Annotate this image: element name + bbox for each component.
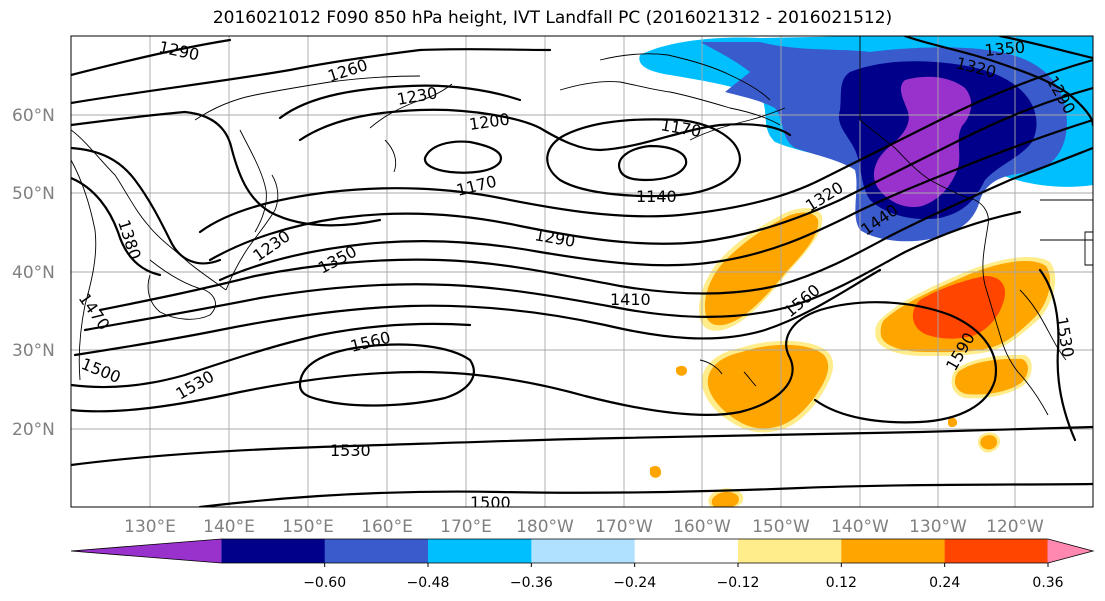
colorbar-bin <box>531 539 636 563</box>
lon-label: 130°W <box>909 517 967 537</box>
lat-label: 60°N <box>12 106 55 126</box>
lon-label: 180°W <box>516 517 574 537</box>
contour-label: 1140 <box>636 187 677 206</box>
colorbar-bin <box>738 539 842 563</box>
lat-label: 30°N <box>12 341 55 361</box>
colorbar: −0.60−0.48−0.36−0.24−0.120.120.240.360.4… <box>70 538 1095 591</box>
colorbar-tick-label: −0.36 <box>510 575 553 591</box>
colorbar-tick-label: −0.12 <box>717 575 760 591</box>
contour-label: 1350 <box>984 38 1026 60</box>
colorbar-tick-label: 0.24 <box>929 575 960 591</box>
lat-label: 50°N <box>12 184 55 204</box>
colorbar-bin <box>221 539 326 563</box>
graticule <box>71 36 1093 507</box>
colorbar-bin <box>634 539 739 563</box>
lon-label: 170°W <box>595 517 653 537</box>
lat-label: 40°N <box>12 263 55 283</box>
contour-label: 1410 <box>610 290 651 309</box>
map-frame <box>70 35 1094 508</box>
contour-label: 1500 <box>470 493 511 512</box>
lon-label: 170°E <box>440 517 492 537</box>
colorbar-tick-label: 0.12 <box>826 575 857 591</box>
coastlines <box>71 36 1093 416</box>
contour-label: 1530 <box>330 441 371 460</box>
lon-label: 150°E <box>282 517 334 537</box>
lon-label: 120°W <box>986 517 1044 537</box>
colorbar-tick-label: −0.24 <box>613 575 656 591</box>
longitude-axis: 130°E 140°E 150°E 160°E 170°E 180°W 170°… <box>124 517 1044 537</box>
lon-label: 140°W <box>831 517 889 537</box>
colorbar-bin <box>428 539 532 563</box>
lon-label: 150°W <box>752 517 810 537</box>
lon-label: 130°E <box>124 517 176 537</box>
colorbar-extend-max <box>1047 539 1093 563</box>
colorbar-bin <box>324 539 429 563</box>
colorbar-outline <box>70 538 1095 564</box>
lon-label: 160°E <box>361 517 413 537</box>
map-title: 2016021012 F090 850 hPa height, IVT Land… <box>212 8 893 28</box>
lat-label: 20°N <box>12 420 55 440</box>
colorbar-extend-min <box>71 539 222 563</box>
height-contours <box>71 36 1093 507</box>
lon-label: 140°E <box>203 517 255 537</box>
ivt-positive-shading <box>650 208 1056 507</box>
colorbar-bin <box>841 539 946 563</box>
colorbar-tick-label: −0.48 <box>407 575 450 591</box>
latitude-axis: 60°N 50°N 40°N 30°N 20°N <box>12 106 55 440</box>
colorbar-tick-label: −0.60 <box>303 575 346 591</box>
colorbar-tick-label: 0.36 <box>1032 575 1063 591</box>
lon-label: 160°W <box>673 517 731 537</box>
colorbar-bin <box>944 539 1049 563</box>
